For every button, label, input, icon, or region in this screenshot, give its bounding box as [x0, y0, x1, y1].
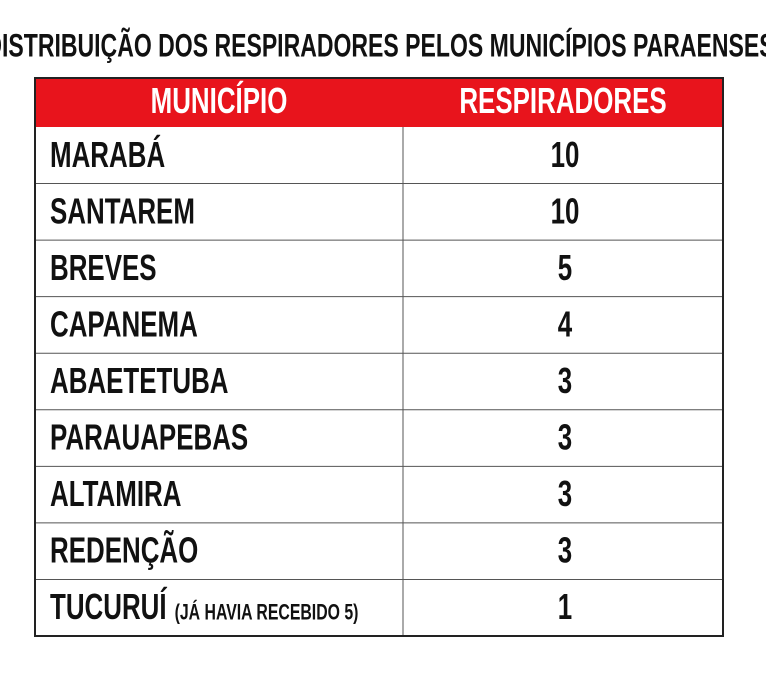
- municipio-cell: BREVES: [50, 248, 157, 288]
- municipio-cell: CAPANEMA: [50, 304, 198, 344]
- header-background: [35, 78, 723, 127]
- respiradores-cell: 10: [551, 191, 580, 231]
- municipio-cell: ABAETETUBA: [50, 361, 229, 401]
- title: DISTRIBUIÇÃO DOS RESPIRADORES PELOS MUNI…: [0, 28, 766, 64]
- header-cell: MUNICÍPIO: [151, 81, 288, 121]
- municipio-cell: SANTAREM: [50, 191, 195, 231]
- municipio-cell: REDENÇÃO: [50, 531, 198, 571]
- respiradores-cell: 1: [558, 587, 572, 627]
- table-border: [34, 77, 724, 637]
- respiradores-cell: 10: [551, 135, 580, 175]
- respiradores-cell: 3: [558, 361, 572, 401]
- respiradores-cell: 3: [558, 417, 572, 457]
- municipio-cell: PARAUAPEBAS: [50, 417, 248, 457]
- respiradores-cell: 5: [558, 248, 572, 288]
- municipio-note: (JÁ HAVIA RECEBIDO 5): [175, 600, 359, 625]
- municipio-cell: ALTAMIRA: [50, 474, 181, 514]
- respiradores-cell: 3: [558, 474, 572, 514]
- municipio-cell: MARABÁ: [50, 135, 165, 175]
- respiradores-cell: 4: [558, 304, 573, 344]
- municipio-cell: TUCURUÍ: [50, 587, 168, 627]
- respiradores-cell: 3: [558, 531, 572, 571]
- header-cell: RESPIRADORES: [459, 81, 666, 121]
